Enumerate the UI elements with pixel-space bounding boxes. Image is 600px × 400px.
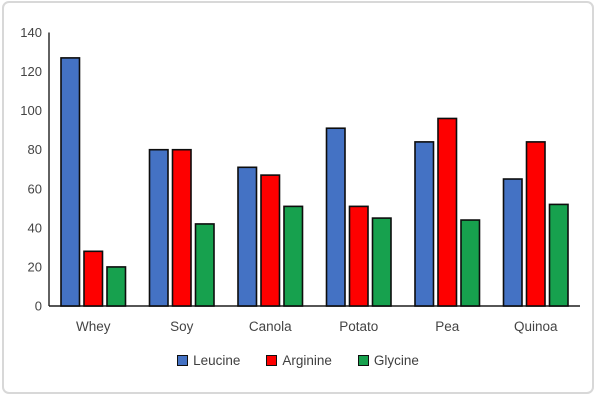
legend-swatch-leucine-icon [177,355,189,366]
bar-pea-glycine [460,219,481,307]
bar-soy-leucine [148,148,169,307]
bar-pea-leucine [414,141,435,307]
legend-item-glycine: Glycine [357,353,419,368]
bar-canola-glycine [283,205,304,307]
legend-label-glycine: Glycine [373,353,419,368]
bar-chart-plot: 0 20 40 60 80 100 120 140 Whey Soy Canola Potato Pea… [20,25,580,334]
bar-potato-glycine [371,217,392,307]
category-label-potato: Potato [339,319,378,334]
legend-swatch-arginine-icon [266,355,278,366]
bar-quinoa-arginine [525,141,546,307]
bar-whey-glycine [106,266,127,307]
y-tick-label: 80 [28,142,42,157]
category-label-soy: Soy [170,319,194,334]
bar-canola-arginine [260,174,281,307]
bar-soy-arginine [171,148,192,307]
category-label-pea: Pea [435,319,460,334]
y-tick-label: 40 [28,220,42,235]
bar-soy-glycine [194,223,215,307]
category-label-whey: Whey [76,319,111,334]
bar-quinoa-glycine [548,203,569,307]
legend-item-arginine: Arginine [266,353,332,368]
legend-item-leucine: Leucine [177,353,240,368]
legend-label-arginine: Arginine [282,353,332,368]
bar-pea-arginine [437,117,458,307]
legend-swatch-glycine-icon [357,355,369,366]
chart-frame: 0 20 40 60 80 100 120 140 Whey Soy Canola Potato Pea… [2,1,594,394]
category-label-canola: Canola [249,319,292,334]
y-tick-label: 100 [20,103,42,118]
legend: Leucine Arginine Glycine [4,353,592,368]
y-tick-label: 60 [28,181,42,196]
bar-whey-leucine [60,57,81,307]
y-tick-label: 120 [20,64,42,79]
bar-quinoa-leucine [502,178,523,307]
bar-whey-arginine [83,250,104,307]
bar-potato-arginine [348,205,369,307]
category-label-quinoa: Quinoa [514,319,558,334]
y-tick-label: 140 [20,25,42,40]
legend-label-leucine: Leucine [193,353,241,368]
y-tick-label: 0 [35,299,42,314]
bar-potato-leucine [325,127,346,307]
y-tick-label: 20 [28,259,42,274]
bar-canola-leucine [237,166,258,307]
